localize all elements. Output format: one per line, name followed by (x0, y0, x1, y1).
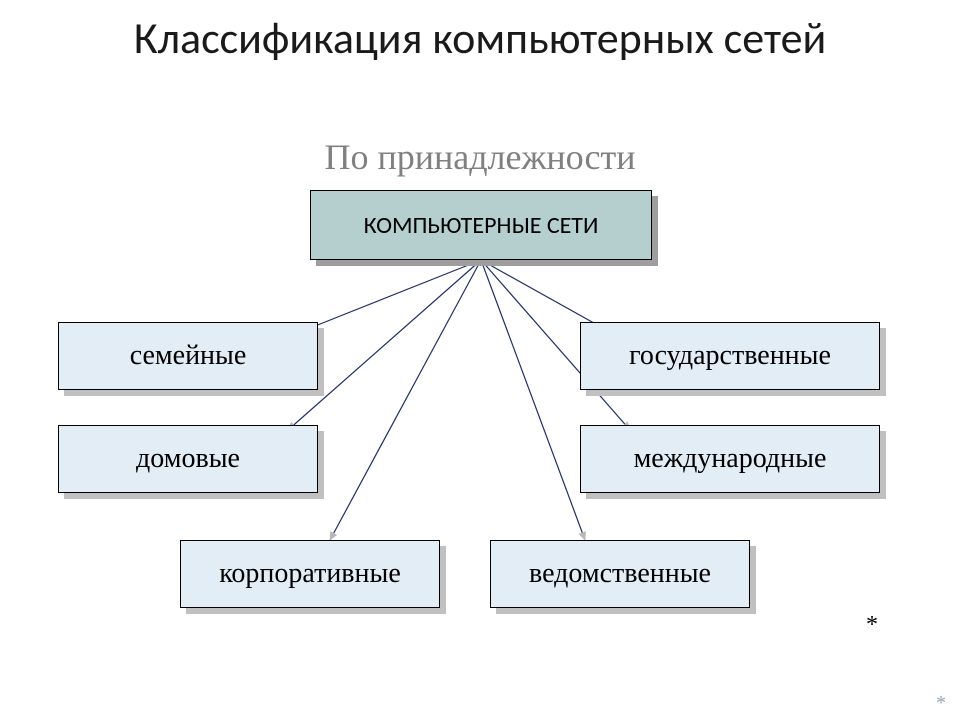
child-node-house: домовые (58, 425, 318, 493)
connector-line-rev (330, 260, 481, 540)
page-number-inner: * (866, 612, 878, 639)
page-number-outer: * (936, 692, 946, 715)
slide-title: Классификация компьютерных сетей (0, 14, 960, 62)
connector-line-rev (300, 260, 481, 332)
child-node-label: международные (634, 443, 827, 475)
slide: { "title": { "text": "Классификация комп… (0, 0, 960, 720)
child-node-label: домовые (136, 443, 240, 475)
slide-subtitle: По принадлежности (0, 136, 960, 178)
child-node-label: семейные (130, 340, 247, 372)
child-node-label: государственные (629, 340, 831, 372)
child-node-government: государственные (580, 322, 880, 390)
connector-line (300, 260, 481, 332)
child-node-corporate: корпоративные (180, 540, 440, 608)
connector-line (330, 260, 481, 540)
connector-lines (288, 260, 630, 540)
child-node-label: корпоративные (219, 558, 401, 590)
root-node-label: КОМПЬЮТЕРНЫЕ СЕТИ (364, 211, 599, 240)
connector-line (481, 260, 585, 540)
child-node-label: ведомственные (529, 558, 711, 590)
child-node-international: международные (580, 425, 880, 493)
child-node-family: семейные (58, 322, 318, 390)
connector-line-rev (481, 260, 585, 540)
child-node-departmental: ведомственные (490, 540, 750, 608)
root-node: КОМПЬЮТЕРНЫЕ СЕТИ (310, 190, 652, 260)
